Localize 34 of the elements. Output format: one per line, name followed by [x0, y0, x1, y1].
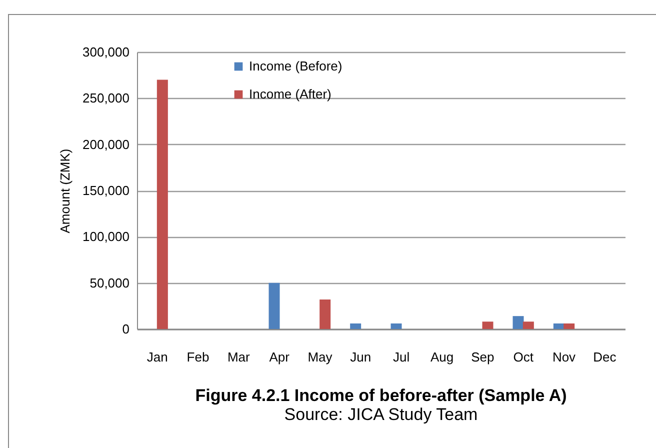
y-tick-label: 150,000	[82, 183, 130, 198]
x-tick-label: Jan	[146, 350, 168, 364]
source-note: Source: JICA Study Team	[284, 405, 478, 424]
y-tick-label: 200,000	[82, 136, 130, 152]
x-tick-label: May	[308, 350, 333, 364]
y-tick-label: 0	[122, 322, 130, 336]
bar	[350, 323, 362, 329]
bar	[268, 282, 280, 329]
bar	[564, 323, 575, 329]
x-tick-label: Oct	[513, 350, 534, 364]
y-tick-label: 250,000	[82, 90, 130, 106]
x-tick-label: Nov	[552, 350, 576, 364]
x-tick-label: Apr	[269, 350, 290, 364]
x-tick-label: Sep	[471, 350, 494, 364]
y-axis-title: Amount (ZMK)	[58, 148, 73, 234]
bar	[156, 80, 168, 329]
y-tick-label: 100,000	[82, 229, 130, 244]
bar	[512, 316, 524, 329]
bar	[482, 322, 494, 329]
bar	[390, 323, 402, 329]
x-tick-label: Mar	[227, 350, 251, 364]
text: Figure 4.2.1 Income of before-after (Sample A)	[195, 386, 567, 405]
x-tick-label: Jul	[393, 350, 410, 364]
x-tick-label: Jun	[350, 350, 372, 364]
y-tick-label: 50,000	[90, 275, 130, 290]
x-tick-label: Feb	[186, 350, 210, 364]
bar	[522, 322, 534, 329]
x-tick-label: Aug	[430, 350, 454, 364]
bar	[553, 323, 564, 329]
legend-label: Income (After)	[249, 86, 332, 102]
x-tick-label: Dec	[593, 350, 617, 364]
bar	[320, 299, 331, 329]
y-tick-label: 300,000	[82, 44, 130, 60]
legend-label: Income (Before)	[249, 58, 342, 74]
